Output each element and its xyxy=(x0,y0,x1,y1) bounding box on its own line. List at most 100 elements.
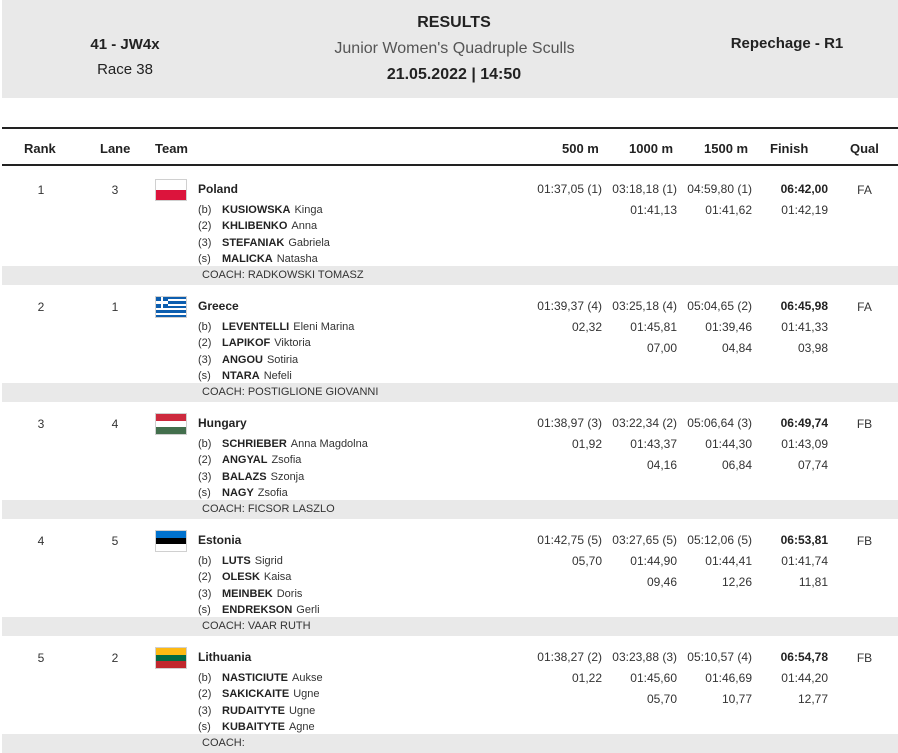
split-1500m: 06,84 xyxy=(721,458,752,472)
split-1000m: 03:23,88 (3) xyxy=(612,650,677,664)
crew-member: (3) STEFANIAK Gabriela xyxy=(198,235,330,251)
results-title: RESULTS xyxy=(417,14,491,31)
split-1500m: 05:06,64 (3) xyxy=(687,416,752,430)
col-500m: 500 m xyxy=(562,141,599,156)
seat-position: (b) xyxy=(198,321,212,333)
athlete-first-name: Ugne xyxy=(288,704,316,717)
athlete-surname: KUBAITYTE xyxy=(222,721,285,734)
rank: 5 xyxy=(37,651,45,665)
split-1000m: 01:41,13 xyxy=(630,203,677,217)
split-1000m: 03:22,34 (2) xyxy=(612,416,677,430)
crew-member: (s) MALICKA Natasha xyxy=(198,251,330,267)
split-500m: 01:37,05 (1) xyxy=(537,182,602,196)
crew-member: (2) LAPIKOF Viktoria xyxy=(198,335,354,351)
finish-time: 07,74 xyxy=(797,458,828,472)
finish-time: 01:41,33 xyxy=(781,320,828,334)
col-1000m: 1000 m xyxy=(629,141,674,156)
boat-class: Junior Women's Quadruple Sculls xyxy=(334,40,575,57)
table-row: 5 2 Lithuania (b) NASTICIUTE Aukse (2) SAKICKAI… xyxy=(2,636,898,753)
athlete-surname: NASTICIUTE xyxy=(222,672,288,684)
col-1500m: 1500 m xyxy=(704,141,749,156)
athlete-first-name: Aukse xyxy=(292,672,323,684)
seat-position: (2) xyxy=(198,220,212,233)
athlete-surname: OLESK xyxy=(222,571,260,584)
athlete-surname: SCHRIEBER xyxy=(222,438,287,450)
crew-member: (2) ANGYAL Zsofia xyxy=(198,452,368,468)
athlete-surname: LEVENTELLI xyxy=(222,321,290,333)
crew-list: (b) NASTICIUTE Aukse (2) SAKICKAITE Ugne (3) RU… xyxy=(198,670,323,736)
finish-time: 01:44,20 xyxy=(781,671,828,685)
seat-position: (b) xyxy=(198,672,212,684)
split-500m: 01:38,27 (2) xyxy=(537,650,602,664)
country-name: Estonia xyxy=(198,533,242,547)
results-header: 41 - JW4x Race 38 RESULTS Junior Women's… xyxy=(2,0,898,98)
split-500m: 01,92 xyxy=(571,437,602,451)
split-1500m: 05:12,06 (5) xyxy=(687,533,752,547)
crew-member: (2) OLESK Kaisa xyxy=(198,569,320,585)
athlete-surname: BALAZS xyxy=(222,470,267,483)
split-1500m: 01:44,30 xyxy=(705,437,752,451)
seat-position: (b) xyxy=(198,438,212,450)
finish-time: 06:42,00 xyxy=(780,182,828,196)
seat-position: (s) xyxy=(198,253,211,266)
finish-time: 12,77 xyxy=(797,692,828,706)
athlete-first-name: Zsofia xyxy=(271,454,302,467)
split-1000m: 01:44,90 xyxy=(630,554,677,568)
athlete-first-name: Natasha xyxy=(276,253,318,266)
athlete-first-name: Ugne xyxy=(293,688,320,701)
finish-time: 06:45,98 xyxy=(780,299,828,313)
coach-name: COACH: xyxy=(202,737,245,749)
athlete-surname: KHLIBENKO xyxy=(222,220,288,233)
athlete-first-name: Sigrid xyxy=(254,555,283,567)
seat-position: (3) xyxy=(198,353,212,366)
athlete-surname: MEINBEK xyxy=(222,587,273,600)
country-name: Lithuania xyxy=(198,650,252,664)
seat-position: (s) xyxy=(198,721,211,734)
split-1500m: 01:39,46 xyxy=(705,320,752,334)
seat-position: (b) xyxy=(198,555,212,567)
seat-position: (s) xyxy=(198,604,211,617)
athlete-surname: STEFANIAK xyxy=(222,236,285,249)
col-finish: Finish xyxy=(770,141,809,156)
coach-band xyxy=(2,500,898,519)
split-1500m: 01:44,41 xyxy=(705,554,752,568)
split-500m: 01:42,75 (5) xyxy=(537,533,602,547)
split-1000m: 03:27,65 (5) xyxy=(612,533,677,547)
athlete-surname: MALICKA xyxy=(222,253,273,266)
finish-time: 06:53,81 xyxy=(780,533,828,547)
lithuania-flag-icon xyxy=(155,647,187,669)
table-row: 4 5 Estonia (b) LUTS Sigrid (2) OLESK Kaisa (3) ME… xyxy=(2,519,898,636)
poland-flag-icon xyxy=(155,179,187,201)
split-1500m: 01:46,69 xyxy=(705,671,752,685)
greece-flag-icon xyxy=(155,296,187,318)
athlete-first-name: Anna Magdolna xyxy=(290,438,368,450)
table-row: 2 1 Greece (b) LEVENTELLI Eleni Marina (2) LAPI… xyxy=(2,285,898,402)
athlete-surname: ANGOU xyxy=(222,353,263,366)
athlete-surname: NAGY xyxy=(222,487,254,500)
athlete-first-name: Anna xyxy=(291,220,318,233)
athlete-surname: RUDAITYTE xyxy=(222,704,285,717)
lane: 1 xyxy=(111,300,119,314)
crew-list: (b) KUSIOWSKA Kinga (2) KHLIBENKO Anna (3) STEF… xyxy=(198,202,330,268)
split-1500m: 05:10,57 (4) xyxy=(687,650,752,664)
athlete-first-name: Eleni Marina xyxy=(293,321,355,333)
seat-position: (3) xyxy=(198,236,212,249)
crew-member: (3) BALAZS Szonja xyxy=(198,469,368,485)
finish-time: 01:42,19 xyxy=(781,203,828,217)
crew-member: (s) KUBAITYTE Agne xyxy=(198,719,323,735)
coach-band xyxy=(2,383,898,402)
split-500m: 01:38,97 (3) xyxy=(537,416,602,430)
split-1500m: 04,84 xyxy=(721,341,752,355)
coach-name: COACH: RADKOWSKI TOMASZ xyxy=(202,269,364,281)
finish-time: 01:43,09 xyxy=(781,437,828,451)
qualification: FA xyxy=(857,183,872,197)
seat-position: (2) xyxy=(198,337,212,350)
qualification: FB xyxy=(856,651,873,665)
seat-position: (b) xyxy=(198,204,212,216)
crew-member: (s) NTARA Nefeli xyxy=(198,368,354,384)
crew-member: (b) LUTS Sigrid xyxy=(198,553,320,569)
crew-member: (s) NAGY Zsofia xyxy=(198,485,368,501)
split-1000m: 01:43,37 xyxy=(630,437,677,451)
finish-time: 06:54,78 xyxy=(780,650,828,664)
rank: 4 xyxy=(37,534,45,548)
